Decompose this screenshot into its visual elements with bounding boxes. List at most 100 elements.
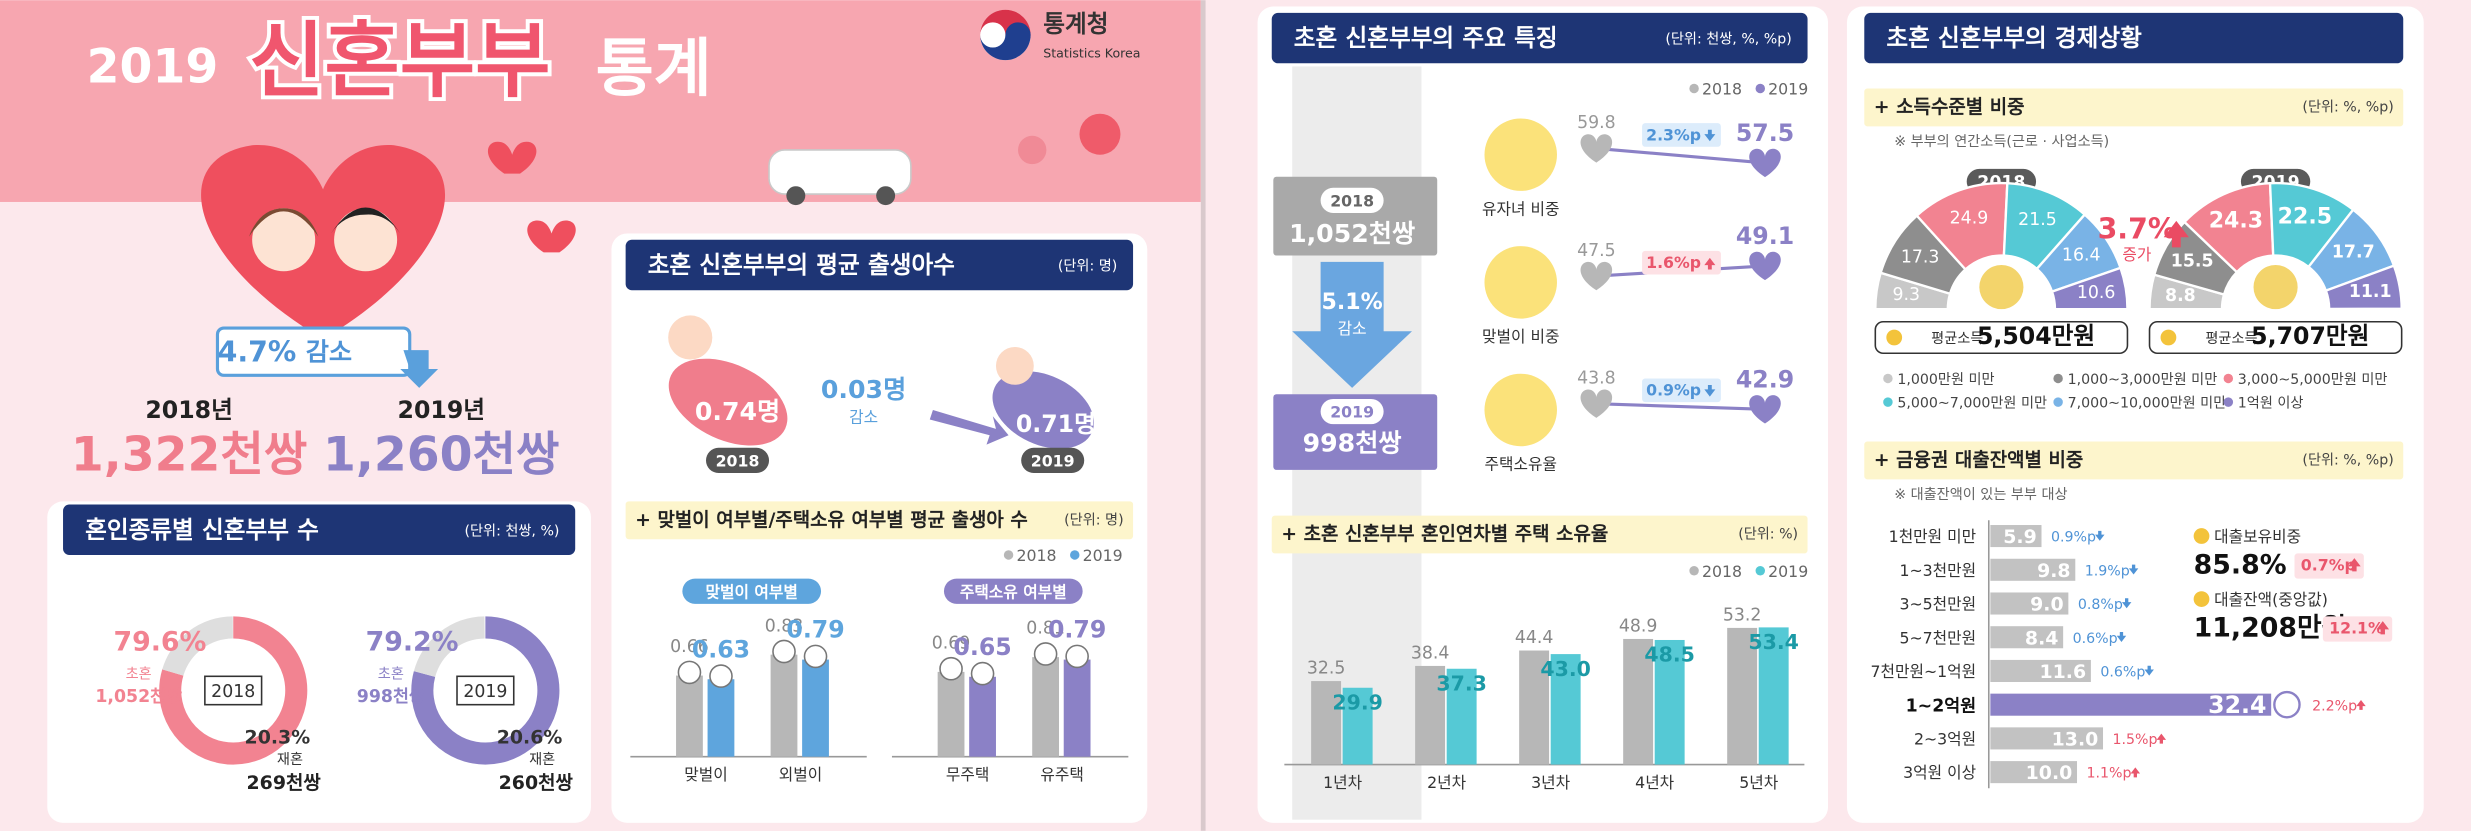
section-header [1864,12,2404,64]
coin-decor [1979,265,2024,310]
donut-year: 2019 [463,682,507,702]
heart-decor [201,144,446,340]
unit-label: (단위: %) [1738,526,1798,542]
flow-change: 5.1% [1322,290,1383,315]
avg-box [1874,320,2129,355]
value-label: 57.5 [1736,119,1794,147]
change-label: 1.1%p [2086,766,2131,782]
avg-value: 5,504만원 [1977,322,2095,350]
change-label: 0.7%p [2301,555,2356,574]
bar [676,675,703,757]
note: ※ 대출잔액이 있는 부부 대상 [1894,487,2067,503]
bar-head [970,661,995,686]
bar [1519,650,1550,765]
change-badge [1642,250,1721,275]
value-label: 22.5 [2278,205,2332,230]
value-label: 37.3 [1436,672,1487,696]
sub-title: + 맞벌이 여부별/주택소유 여부별 평균 출생아 수 [635,509,1028,531]
flow-box [1273,394,1438,470]
trend-arrow [2163,220,2189,248]
label: 2019 [1031,451,1075,470]
coin-decor [2253,265,2298,310]
pill [1320,398,1384,425]
value-label: 17.3 [1901,248,1940,268]
section-title: 초혼 신혼부부의 경제상황 [1886,24,2142,52]
legend-dot [1689,83,1699,94]
x-tick-label: 4년차 [1635,773,1675,792]
title-main: 신혼부부 [249,14,551,109]
value-label: 9.0 [2030,594,2063,616]
stat-value: 85.8% [2194,549,2287,580]
title-tail: 통계 [596,31,712,105]
change-label: 2.3%p [1646,125,1701,144]
unit-label: (단위: 명) [1064,512,1123,528]
bar [802,659,829,757]
stat-name: 대출잔액(중앙값) [2214,590,2328,609]
bar [1446,668,1477,765]
car-wheel [786,186,806,206]
bar-head [939,656,963,681]
sub-header [1864,441,2404,480]
bar [1990,626,2064,649]
y-tick-label: 3~5천만원 [1899,595,1976,614]
won-icon [2160,329,2177,346]
sub-header [1271,515,1808,554]
car-decor [768,149,912,195]
flow-box [1273,176,1438,256]
unit-label: (단위: %, %p) [2302,99,2393,115]
change-badge [2322,616,2393,642]
donut-segment [411,616,560,765]
legend-label: 1,000만원 미만 [1897,372,1994,388]
value-label: 79.6% [113,627,206,658]
item-name: 유자녀 비중 [1482,199,1559,218]
legend-label: 1,000~3,000만원 미만 [2068,372,2218,388]
heart-decor [527,220,576,253]
legend-label: 7,000~10,000만원 미만 [2068,396,2227,412]
sub-title: + 금융권 대출잔액별 비중 [1874,449,2084,471]
stat-name: 대출보유비중 [2214,527,2301,546]
trend-arrow [2116,632,2127,642]
heart-marker [1749,251,1781,281]
value-label: 21.5 [2018,210,2057,230]
x-tick-label: 3년차 [1531,773,1571,792]
bar [1415,665,1446,765]
icon-decor [1484,118,1557,191]
legend-dot [1070,550,1080,560]
value-label: 0.69 [932,634,971,654]
value-label: 0.79 [1048,616,1106,644]
unit-label: (단위: %, %p) [2302,452,2393,468]
bride-hair [248,208,319,237]
unit-label: (단위: 명) [1058,259,1117,275]
title-year: 2019 [87,40,219,95]
avg-box [2148,320,2403,355]
change-word: 증가 [2122,245,2151,264]
legend-label: 2018 [1016,546,1056,565]
logo-text: 통계청 [1043,10,1108,38]
value-label: 49.1 [1736,222,1794,250]
icon-decor [1484,373,1557,447]
section-header [63,504,576,555]
bar [1990,659,2091,682]
legend-dot [1003,550,1014,560]
bar [707,679,735,757]
value-label: 0.71명 [1016,410,1096,438]
heart-marker [1580,134,1613,163]
bar-head [709,664,733,688]
bar [1623,638,1654,765]
value-label: 0.81 [1026,619,1065,639]
won-icon [2193,591,2210,607]
change-badge [2294,553,2364,579]
logo-subtext: Statistics Korea [1043,45,1140,60]
trend-arrow [2130,767,2141,778]
trend-arrow [1704,385,1716,397]
pill [943,578,1083,604]
legend-label: 2018 [1702,80,1742,99]
bar [1990,525,2042,548]
change-label: 12.1% [2329,619,2384,638]
trend-arrow [2095,530,2105,541]
groom-face [334,208,398,272]
label: 맞벌이 여부별 [705,582,797,601]
section-title: 혼인종류별 신혼부부 수 [85,516,319,544]
bar [1758,627,1789,765]
year-box [204,675,263,706]
